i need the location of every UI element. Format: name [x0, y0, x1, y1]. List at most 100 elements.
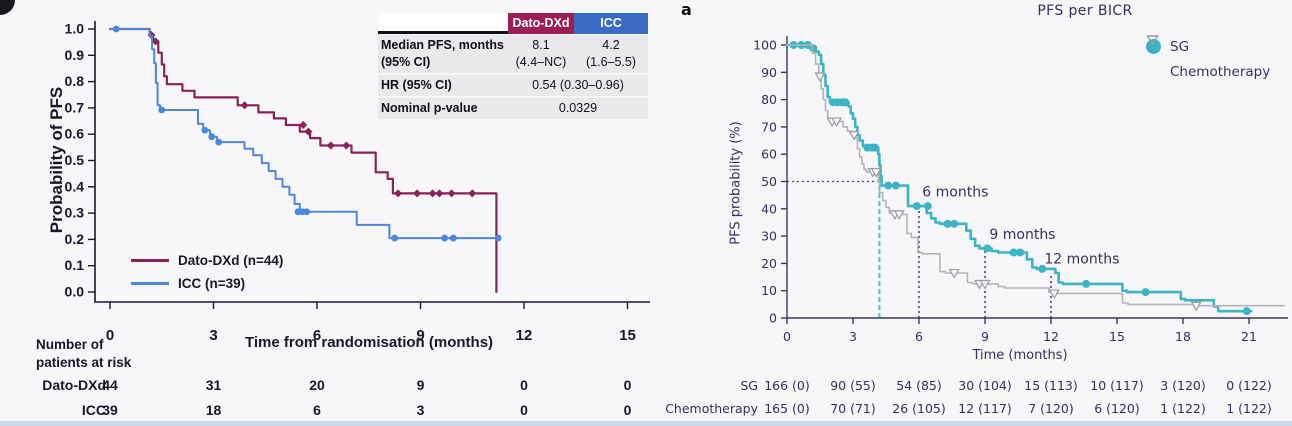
- censor-mark-sg: [1141, 288, 1150, 297]
- legend-item-dato-dxd: Dato-DXd (n=44): [131, 249, 283, 272]
- risk-value: 0: [624, 377, 632, 393]
- km-curve-sg: [785, 43, 1253, 313]
- legend-label-dato-dxd: Dato-DXd (n=44): [178, 253, 284, 268]
- censor-mark-sg: [1038, 264, 1047, 273]
- summary-table-header-row: Dato-DXd ICC: [378, 13, 648, 34]
- censor-mark-icc-n-39: [303, 208, 311, 216]
- legend-item-icc: ICC (n=39): [131, 272, 283, 295]
- risk-value: 1 (122): [1160, 401, 1206, 416]
- x-tick-label: 6: [915, 329, 923, 344]
- censor-mark-sg: [983, 244, 992, 253]
- y-tick-label: 90: [761, 65, 777, 80]
- censor-mark-chemotherapy: [870, 167, 882, 178]
- risk-value: 10 (117): [1090, 378, 1144, 393]
- censor-mark-sg: [841, 98, 850, 107]
- panel-sg-vs-chemotherapy: a PFS per BICR SG Chemotherapy 100 90 80 70…: [660, 0, 1292, 426]
- censor-mark-icc-n-39: [112, 25, 120, 33]
- summary-stats-table: Dato-DXd ICC Median PFS, months (95% CI)…: [378, 13, 648, 121]
- y-tick-label: 0.6: [65, 126, 85, 142]
- x-axis-title: Time (months): [972, 348, 1068, 363]
- summary-row-hr: HR (95% CI) 0.54 (0.30–0.96): [378, 74, 648, 96]
- censor-mark-chemotherapy: [830, 117, 843, 128]
- censor-mark-chemotherapy: [1048, 289, 1060, 300]
- risk-value: 166 (0): [764, 378, 810, 393]
- risk-value: 30 (104): [958, 378, 1012, 393]
- median-label-line1: Median PFS, months: [381, 38, 504, 52]
- legend-item-sg: SG: [1146, 34, 1270, 59]
- censor-mark-sg: [891, 181, 900, 190]
- censor-mark-dato-dxd-n-44: [299, 120, 308, 129]
- risk-table-title-line1: Number of: [36, 337, 104, 352]
- risk-value: 0: [624, 402, 632, 418]
- censor-mark-icc-n-39: [449, 234, 457, 242]
- sg-circle-marker-icon: [1146, 39, 1161, 54]
- y-tick-label: 80: [761, 92, 777, 107]
- risk-row-label-chemotherapy: Chemotherapy: [665, 401, 758, 416]
- x-tick-label: 15: [619, 327, 636, 344]
- risk-value: 6: [313, 402, 321, 418]
- y-tick-label: 0.4: [65, 178, 85, 194]
- censor-mark-chemotherapy: [948, 268, 960, 279]
- censor-mark-dato-dxd-n-44: [394, 189, 403, 198]
- y-tick-label: 0.2: [65, 231, 85, 247]
- risk-value: 3: [417, 402, 425, 418]
- legend-label-chemotherapy: Chemotherapy: [1170, 63, 1271, 80]
- risk-value: 6 (120): [1094, 401, 1140, 416]
- censor-mark-chemotherapy: [814, 72, 826, 83]
- y-tick-label: 60: [761, 147, 777, 162]
- window-bottom-edge-decoration: [0, 421, 1292, 426]
- censor-mark-sg: [923, 202, 932, 211]
- legend-line-icc-icon: [131, 282, 169, 285]
- risk-value: 70 (71): [830, 401, 876, 416]
- summary-row-median-pfs: Median PFS, months (95% CI) 8.1 (4.4–NC)…: [378, 35, 648, 73]
- y-tick-label: 0.3: [65, 205, 85, 221]
- x-tick-label: 6: [313, 327, 321, 344]
- censor-mark-dato-dxd-n-44: [413, 189, 422, 198]
- censor-mark-icc-n-39: [158, 106, 166, 114]
- risk-value: 90 (55): [830, 378, 876, 393]
- x-axis-title: Time from randomisation (months): [244, 334, 494, 351]
- x-tick-label: 15: [1109, 329, 1125, 344]
- p-value: 0.0329: [558, 101, 598, 116]
- x-tick-label: 0: [783, 329, 791, 344]
- censor-mark-sg: [1082, 279, 1091, 288]
- risk-value: 18: [206, 402, 222, 418]
- censor-mark-dato-dxd-n-44: [428, 189, 437, 198]
- summary-table-body: Median PFS, months (95% CI) 8.1 (4.4–NC)…: [378, 35, 648, 119]
- legend-label-sg: SG: [1170, 38, 1190, 55]
- y-tick-label: 10: [761, 283, 777, 298]
- legend-line-dato-dxd-icon: [131, 259, 169, 262]
- censor-mark-sg: [1009, 248, 1018, 257]
- censor-mark-sg: [1242, 307, 1251, 316]
- summary-label-median-pfs: Median PFS, months (95% CI): [378, 37, 508, 71]
- y-tick-label: 0.1: [65, 257, 85, 273]
- risk-value: 0 (122): [1226, 378, 1272, 393]
- risk-table-title: Number of patients at risk: [36, 336, 131, 371]
- hr-value: 0.54 (0.30–0.96): [532, 78, 624, 93]
- censor-mark-icc-n-39: [391, 234, 399, 242]
- censor-mark-sg: [871, 143, 879, 152]
- x-tick-label: 12: [1043, 329, 1059, 344]
- panel-letter-label: a: [681, 0, 692, 19]
- hr-label: HR (95% CI): [381, 77, 452, 92]
- risk-value: 3 (120): [1160, 378, 1206, 393]
- censor-mark-dato-dxd-n-44: [151, 37, 160, 46]
- annotation-6-months: 6 months: [922, 185, 988, 201]
- censor-mark-icc-n-39: [215, 138, 223, 146]
- km-curve-dato-dxd-n-44: [108, 27, 498, 294]
- risk-value: 44: [102, 377, 118, 393]
- risk-value: 31: [206, 377, 222, 393]
- y-axis-title: Probability of PFS: [47, 86, 66, 234]
- censor-mark-dato-dxd-n-44: [468, 189, 477, 198]
- censor-mark-chemotherapy: [893, 210, 905, 220]
- x-tick-label: 3: [849, 329, 857, 344]
- risk-row-label-sg: SG: [740, 378, 758, 393]
- median-dato-ci: (4.4–NC): [515, 54, 567, 69]
- y-tick-label: 0.8: [65, 73, 85, 89]
- median-icc-value: 4.2: [602, 38, 620, 52]
- y-tick-label: 30: [761, 229, 777, 244]
- legend-label-icc: ICC (n=39): [178, 276, 246, 291]
- censor-mark-sg: [950, 219, 959, 228]
- x-tick-label: 3: [209, 327, 217, 344]
